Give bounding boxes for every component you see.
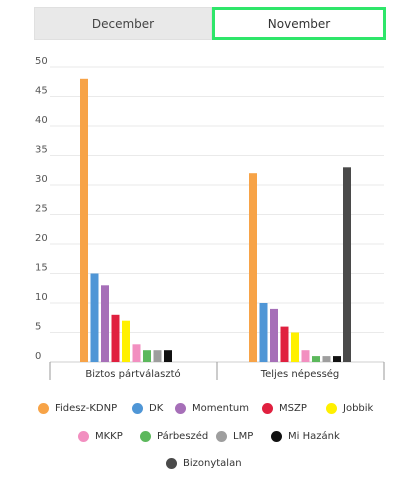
legend-swatch: [78, 431, 89, 442]
bar-mszp-0: [111, 314, 120, 362]
legend-swatch: [166, 458, 177, 469]
bar-lmp-1: [322, 356, 331, 362]
legend-item[interactable]: Fidesz-KDNP: [38, 403, 117, 414]
legend-swatch: [271, 431, 282, 442]
legend-swatch: [326, 403, 337, 414]
legend-label: Párbeszéd: [157, 431, 209, 442]
bar-jobbik-1: [291, 332, 299, 362]
x-category-label: Teljes népesség: [260, 368, 340, 380]
bar-dk-1: [259, 303, 268, 362]
legend-label: Mi Hazánk: [288, 431, 340, 442]
y-tick-label: 50: [35, 56, 48, 67]
legend-label: Fidesz-KDNP: [55, 403, 118, 414]
period-tabs: December November: [34, 7, 386, 40]
bar-dk-0: [90, 273, 99, 362]
legend-item[interactable]: Jobbik: [326, 403, 373, 414]
y-tick-label: 40: [35, 115, 48, 126]
bar-jobbik-0: [122, 320, 130, 362]
y-tick-label: 30: [35, 174, 48, 185]
legend-item[interactable]: LMP: [216, 431, 253, 442]
legend-swatch: [175, 403, 186, 414]
bar-mi-haz-nk-0: [164, 350, 172, 362]
legend-item[interactable]: Párbeszéd: [140, 431, 208, 442]
y-tick-label: 35: [35, 145, 48, 156]
bar-fidesz-kdnp-1: [249, 173, 257, 362]
bar-mszp-1: [280, 326, 289, 362]
y-tick-label: 15: [35, 263, 48, 274]
y-tick-label: 0: [35, 351, 41, 362]
bar-lmp-0: [153, 350, 162, 362]
y-tick-label: 20: [35, 233, 48, 244]
bar-mkkp-1: [301, 350, 310, 362]
legend-label: Jobbik: [343, 403, 374, 414]
legend-item[interactable]: MKKP: [78, 431, 123, 442]
tab-november[interactable]: November: [212, 7, 386, 40]
legend-item[interactable]: MSZP: [262, 403, 307, 414]
bar-p-rbesz-d-0: [143, 350, 151, 362]
bar-p-rbesz-d-1: [312, 356, 320, 362]
legend-item[interactable]: DK: [132, 403, 163, 414]
y-tick-label: 5: [35, 322, 41, 333]
y-tick-label: 45: [35, 86, 48, 97]
bar-chart: 0 5 10 15 20 25 30 35 40 45 50 Biztos pártválasztó T…: [35, 56, 385, 380]
legend-label: DK: [149, 403, 164, 414]
legend-label: Momentum: [192, 403, 249, 414]
legend-item[interactable]: Bizonytalan: [166, 458, 242, 469]
legend-swatch: [216, 431, 227, 442]
legend-label: Bizonytalan: [183, 458, 242, 469]
legend-label: MSZP: [279, 403, 307, 414]
legend-swatch: [262, 403, 273, 414]
legend-swatch: [140, 431, 151, 442]
x-category-label: Biztos pártválasztó: [85, 368, 180, 380]
legend-swatch: [132, 403, 143, 414]
legend-label: MKKP: [95, 431, 123, 442]
bar-mi-haz-nk-1: [333, 356, 341, 362]
bar-fidesz-kdnp-0: [80, 78, 88, 363]
legend-item[interactable]: Mi Hazánk: [271, 431, 340, 442]
legend-item[interactable]: Momentum: [175, 403, 249, 414]
bar-momentum-0: [101, 285, 109, 362]
y-tick-label: 10: [35, 292, 48, 303]
y-tick-label: 25: [35, 204, 48, 215]
tab-december[interactable]: December: [34, 7, 212, 40]
legend-swatch: [38, 403, 49, 414]
bar-momentum-1: [270, 308, 278, 362]
bar-bizonytalan-1: [343, 167, 351, 362]
bar-mkkp-0: [132, 344, 141, 362]
legend-label: LMP: [233, 431, 254, 442]
